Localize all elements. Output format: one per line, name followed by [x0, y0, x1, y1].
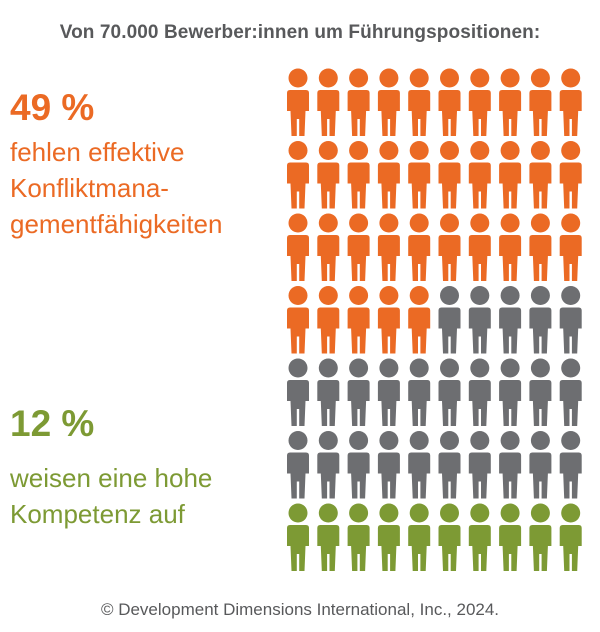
person-icon — [559, 358, 582, 426]
person-icon — [317, 358, 340, 426]
person-icon — [438, 141, 461, 209]
stat-orange-description: fehlen effektive Konfliktmana- gementfäh… — [10, 134, 222, 242]
person-icon — [499, 358, 522, 426]
person-icon — [408, 141, 431, 209]
person-icon — [499, 141, 522, 209]
person-icon — [468, 358, 491, 426]
person-icon — [408, 358, 431, 426]
person-icon — [529, 286, 552, 354]
person-icon — [287, 286, 309, 354]
stat-orange-line: gementfähigkeiten — [10, 209, 223, 239]
person-icon — [468, 213, 491, 281]
stat-orange-line: Konfliktmana- — [10, 173, 169, 203]
stat-green: 12 % weisen eine hohe Kompetenz auf — [10, 402, 212, 532]
person-icon — [347, 213, 370, 281]
person-icon — [559, 141, 582, 209]
person-icon — [377, 141, 400, 209]
person-icon — [377, 358, 400, 426]
person-icon — [287, 431, 309, 499]
person-icon — [559, 286, 582, 354]
stat-green-description: weisen eine hohe Kompetenz auf — [10, 460, 212, 532]
person-icon — [347, 431, 370, 499]
person-icon — [408, 431, 431, 499]
stat-green-line: Kompetenz auf — [10, 499, 185, 529]
person-icon — [317, 431, 340, 499]
person-icon — [438, 213, 461, 281]
person-icon — [559, 68, 582, 136]
person-icon — [559, 503, 582, 571]
person-icon — [347, 68, 370, 136]
person-icon — [559, 431, 582, 499]
stat-green-line: weisen eine hohe — [10, 463, 213, 493]
person-icon — [529, 358, 552, 426]
person-icon — [438, 286, 461, 354]
person-icon — [377, 213, 400, 281]
person-icon — [287, 68, 309, 136]
person-icon — [468, 141, 491, 209]
person-icon — [499, 431, 522, 499]
person-icon — [408, 503, 431, 571]
stat-orange-line: fehlen effektive — [10, 137, 185, 167]
person-icon — [499, 286, 522, 354]
person-icon — [347, 358, 370, 426]
person-icon — [499, 213, 522, 281]
person-icon — [499, 68, 522, 136]
person-icon — [529, 213, 552, 281]
person-icon — [559, 213, 582, 281]
person-icon — [317, 213, 340, 281]
person-icon — [529, 503, 552, 571]
stat-green-percent: 12 % — [10, 403, 95, 444]
person-icon — [347, 141, 370, 209]
person-icon — [347, 286, 370, 354]
stat-orange: 49 % fehlen effektive Konfliktmana- geme… — [10, 86, 222, 242]
person-icon — [287, 141, 309, 209]
person-icon — [317, 141, 340, 209]
person-icon — [438, 503, 461, 571]
person-icon — [468, 286, 491, 354]
pictograph-grid — [287, 68, 582, 571]
person-icon — [408, 286, 431, 354]
person-icon — [468, 503, 491, 571]
person-icon — [347, 503, 370, 571]
person-icon — [377, 431, 400, 499]
person-icon — [408, 68, 431, 136]
person-icon — [377, 503, 400, 571]
person-icon — [287, 358, 309, 426]
person-icon — [287, 213, 309, 281]
person-icon — [438, 431, 461, 499]
stat-orange-percent: 49 % — [10, 87, 95, 128]
person-icon — [287, 503, 309, 571]
person-icon — [529, 68, 552, 136]
person-icon — [377, 68, 400, 136]
person-icon — [468, 431, 491, 499]
person-icon — [438, 358, 461, 426]
person-icon — [468, 68, 491, 136]
copyright-footer: © Development Dimensions International, … — [100, 600, 500, 619]
person-icon — [529, 141, 552, 209]
person-icon — [317, 503, 340, 571]
person-icon — [499, 503, 522, 571]
person-icon — [529, 431, 552, 499]
person-icon — [438, 68, 461, 136]
person-icon — [408, 213, 431, 281]
person-icon — [377, 286, 400, 354]
person-icon — [317, 286, 340, 354]
chart-title: Von 70.000 Bewerber:innen um Führungspos… — [59, 22, 541, 43]
person-icon — [317, 68, 340, 136]
